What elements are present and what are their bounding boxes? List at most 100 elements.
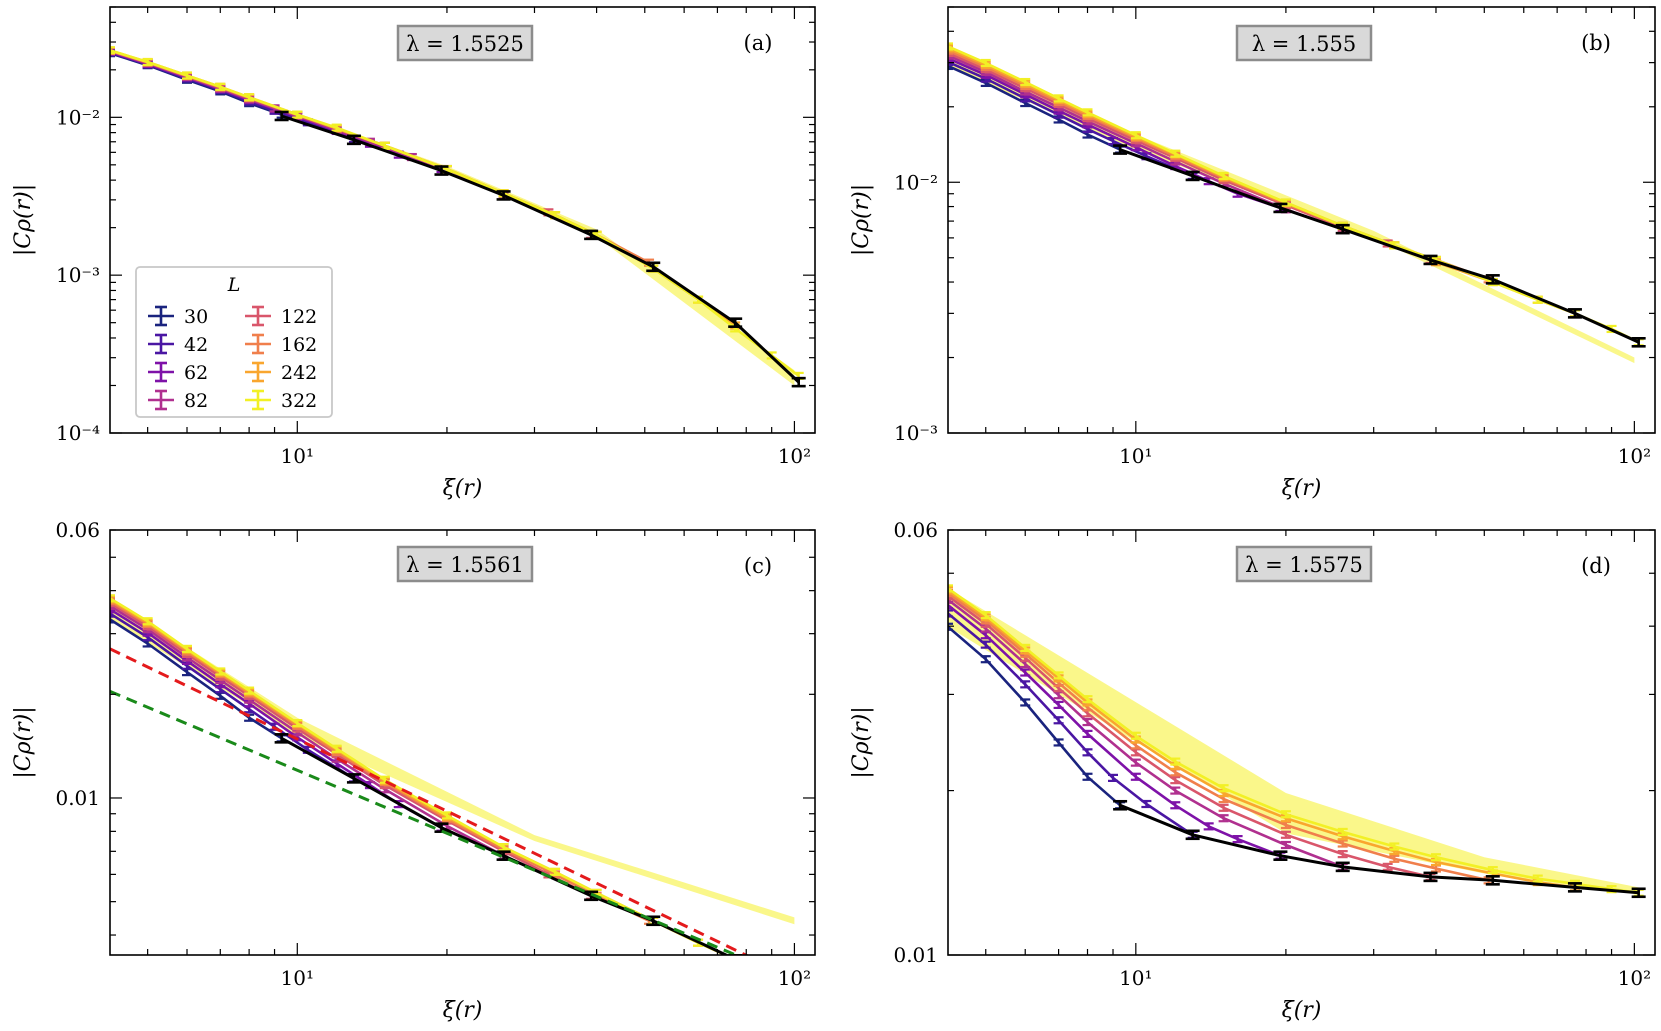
- data-point-30: [1082, 772, 1093, 781]
- series-line-242: [948, 589, 1576, 889]
- data-point-82: [1280, 840, 1291, 850]
- data-point-242: [948, 586, 953, 595]
- data-point-envelope: [728, 954, 743, 955]
- data-point-322: [1280, 810, 1291, 819]
- data-point-322: [980, 58, 991, 68]
- data-point-242: [730, 956, 740, 962]
- data-point-envelope: [1113, 144, 1128, 155]
- data-point-envelope: [1485, 875, 1500, 886]
- x-tick-label: 10¹: [281, 966, 314, 990]
- legend-item-30: [148, 305, 174, 327]
- y-tick-label: 10⁻³: [56, 263, 100, 287]
- data-point-322: [110, 46, 115, 55]
- data-point-322: [1389, 842, 1400, 851]
- data-point-envelope: [584, 890, 599, 902]
- data-point-30: [182, 668, 193, 677]
- x-tick-label: 10¹: [1119, 444, 1152, 468]
- data-point-162: [1389, 854, 1400, 863]
- axes-frame: [109, 6, 816, 434]
- series-line-82: [948, 598, 1344, 869]
- series-line-42: [110, 612, 355, 780]
- data-point-62: [1203, 822, 1214, 831]
- data-point-122: [1130, 748, 1141, 757]
- data-point-322: [1218, 784, 1229, 793]
- data-point-322: [1053, 94, 1064, 103]
- data-point-envelope: [1567, 882, 1582, 893]
- data-point-30: [948, 622, 953, 631]
- legend-item-322: [245, 389, 271, 411]
- legend: L 30 42 62 82 122 162 242 322: [135, 266, 333, 418]
- lambda-annotation: λ = 1.5575: [1235, 545, 1373, 583]
- data-point-envelope: [646, 261, 661, 273]
- y-tick-label: 10⁻⁴: [56, 421, 100, 445]
- legend-item-162: [245, 333, 271, 355]
- data-point-122: [1218, 803, 1229, 812]
- data-point-322: [1082, 695, 1093, 704]
- data-point-envelope: [791, 376, 806, 388]
- panel-d: 10¹ 10² 0.01 0.06 ξ(r) |Cρ(r)| λ = 1.5575 (d): [849, 518, 1656, 1023]
- y-tick-label: 10⁻²: [56, 105, 100, 129]
- data-point-82: [1218, 814, 1229, 823]
- data-point-envelope: [1273, 202, 1288, 214]
- data-point-62: [1020, 668, 1031, 677]
- data-point-322: [1430, 853, 1441, 862]
- data-point-162: [1170, 768, 1181, 777]
- data-point-322: [1487, 866, 1498, 875]
- data-point-322: [1532, 874, 1543, 883]
- data-point-322: [1218, 171, 1229, 181]
- data-point-322: [441, 811, 452, 820]
- data-point-42: [1082, 748, 1093, 757]
- series-line-122: [948, 595, 1431, 879]
- data-point-envelope: [496, 190, 511, 201]
- legend-label: 42: [184, 334, 208, 356]
- y-tick-label: 0.06: [55, 518, 100, 542]
- data-point-envelope: [1423, 871, 1438, 883]
- data-point-30: [1053, 738, 1064, 747]
- legend-item-82: [148, 389, 174, 411]
- panel-label: (b): [1581, 31, 1611, 55]
- data-point-62: [1053, 700, 1064, 710]
- data-point-322: [498, 843, 509, 852]
- lambda-value: λ = 1.5525: [406, 32, 524, 56]
- data-point-82: [1082, 717, 1093, 727]
- data-point-envelope: [274, 733, 289, 744]
- data-point-envelope: [346, 134, 361, 146]
- axes-frame: [947, 529, 1656, 956]
- y-axis-label: |Cρ(r)|: [849, 706, 874, 778]
- data-point-42: [1141, 799, 1152, 809]
- series-line-122: [110, 601, 592, 897]
- plot-area: [948, 42, 1646, 364]
- series-line-42: [948, 60, 1194, 178]
- data-point-82: [1130, 758, 1141, 767]
- data-point-envelope: [1113, 799, 1128, 811]
- data-point-62: [1082, 729, 1093, 738]
- data-point-envelope: [274, 110, 289, 122]
- data-point-242: [110, 595, 115, 604]
- data-point-envelope: [1631, 337, 1646, 348]
- data-point-322: [215, 667, 226, 676]
- y-axis-label: |Cρ(r)|: [11, 706, 36, 778]
- axes-frame: [947, 6, 1656, 434]
- data-point-62: [1130, 772, 1141, 781]
- data-point-envelope: [1423, 254, 1438, 266]
- y-tick-label: 0.06: [893, 518, 938, 542]
- data-point-322: [948, 42, 953, 51]
- lambda-value: λ = 1.5575: [1245, 553, 1363, 577]
- data-point-82: [1170, 786, 1181, 795]
- data-point-322: [1337, 827, 1348, 837]
- lambda-value: λ = 1.5561: [406, 553, 524, 577]
- data-point-30: [215, 691, 226, 700]
- legend-label: 122: [281, 306, 317, 328]
- legend-title: L: [227, 274, 241, 296]
- panel-a: 10¹ 10² 10⁻⁴ 10⁻³ 10⁻² ξ(r) |Cρ(r)| λ = 1.5525 (…: [11, 6, 816, 501]
- x-axis-label: ξ(r): [443, 476, 483, 501]
- data-point-322: [292, 718, 303, 728]
- series-line-30: [948, 625, 1121, 807]
- data-point-322: [1170, 149, 1181, 158]
- data-point-322: [110, 594, 115, 603]
- data-point-322: [550, 867, 561, 877]
- data-point-envelope: [1185, 170, 1200, 182]
- panel-label: (a): [744, 31, 773, 55]
- series-line-242: [110, 598, 729, 955]
